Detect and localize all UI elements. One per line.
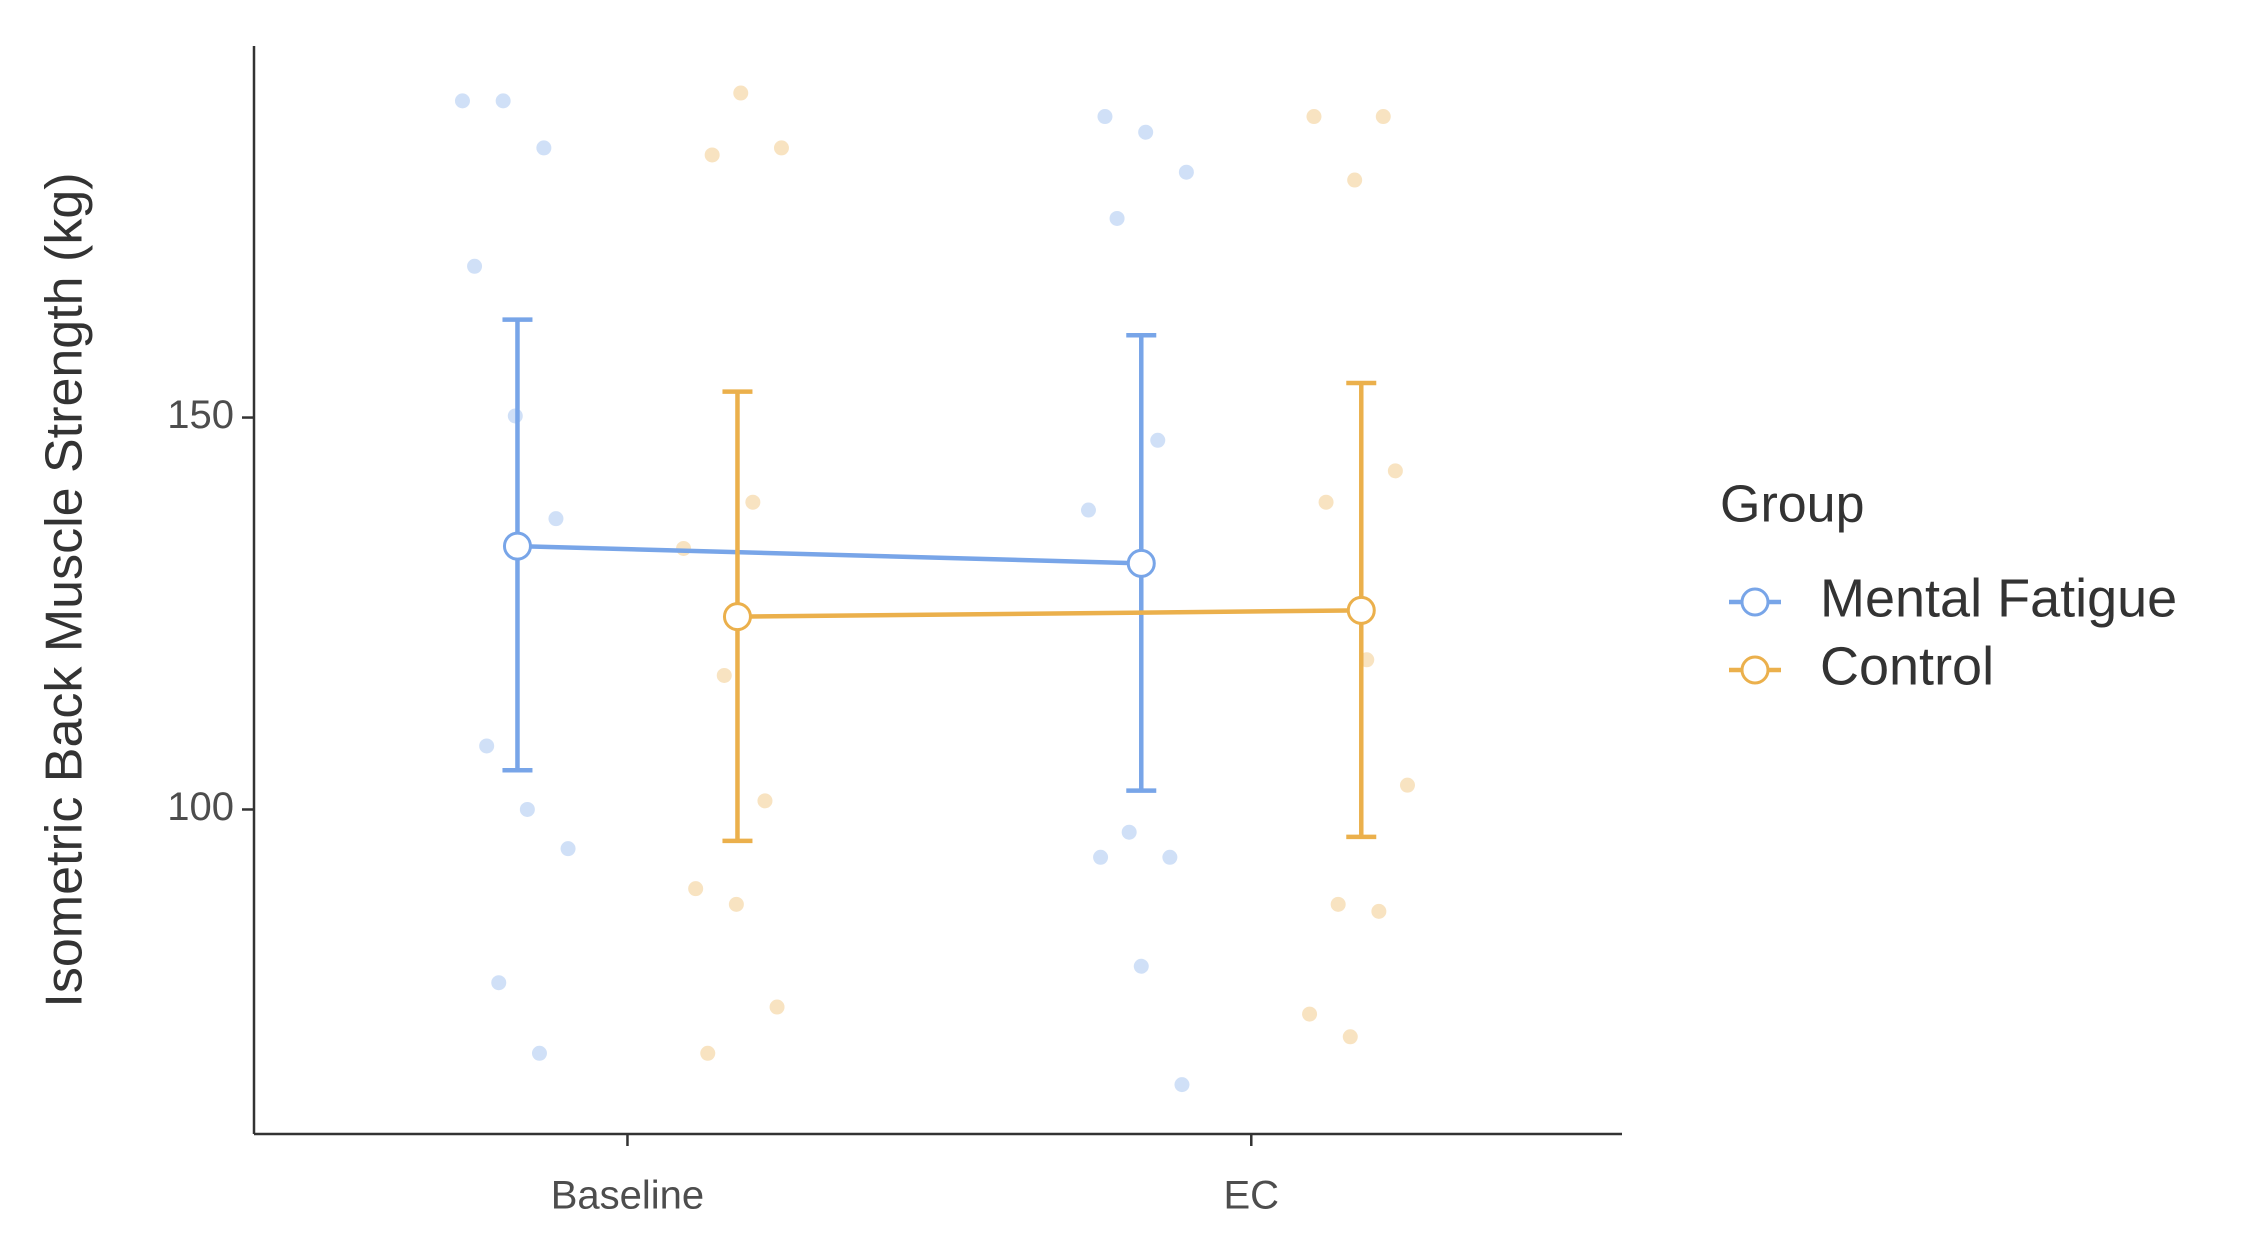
raw-point — [1093, 849, 1109, 865]
y-tick-label: 100 — [167, 785, 234, 829]
legend-label: Control — [1820, 636, 1994, 696]
raw-point — [769, 999, 785, 1015]
raw-point — [745, 494, 761, 510]
legend-key-point — [1740, 587, 1770, 617]
raw-point — [491, 975, 507, 991]
raw-point — [1342, 1029, 1358, 1045]
raw-point — [1306, 109, 1322, 125]
raw-point — [519, 801, 535, 817]
raw-point — [773, 140, 789, 156]
raw-point — [1097, 109, 1113, 125]
raw-point — [1162, 849, 1178, 865]
y-axis-label: Isometric Back Muscle Strength (kg) — [36, 172, 94, 1007]
legend-label: Mental Fatigue — [1820, 568, 2177, 628]
raw-point — [1138, 124, 1154, 140]
raw-point — [1375, 109, 1391, 125]
x-tick-label: Baseline — [551, 1174, 704, 1218]
raw-point — [531, 1045, 547, 1061]
raw-point — [548, 511, 564, 527]
raw-point — [1387, 463, 1403, 479]
raw-point — [688, 881, 704, 897]
raw-point — [728, 896, 744, 912]
raw-point — [479, 738, 495, 754]
raw-point — [1080, 502, 1096, 518]
y-tick-label: 150 — [167, 393, 234, 437]
raw-point — [454, 93, 470, 109]
x-tick-label: EC — [1223, 1174, 1279, 1218]
raw-point — [495, 93, 511, 109]
raw-point — [757, 793, 773, 809]
legend-title: Group — [1720, 476, 1865, 534]
raw-point — [1109, 210, 1125, 226]
series-line — [517, 543, 1142, 566]
raw-point — [1121, 824, 1137, 840]
raw-point — [1178, 164, 1194, 180]
raw-point — [1174, 1077, 1190, 1093]
mean-point — [1126, 548, 1156, 578]
raw-point — [700, 1045, 716, 1061]
mean-point — [1346, 595, 1376, 625]
raw-point — [733, 85, 749, 101]
raw-point — [560, 841, 576, 857]
raw-point — [1133, 958, 1149, 974]
raw-point — [1371, 903, 1387, 919]
raw-point — [1347, 172, 1363, 188]
series-line — [737, 608, 1362, 619]
raw-point — [716, 667, 732, 683]
mean-point — [502, 531, 532, 561]
legend-key-point — [1740, 655, 1770, 685]
raw-point — [536, 140, 552, 156]
raw-point — [704, 147, 720, 163]
raw-point — [1302, 1006, 1318, 1022]
raw-point — [467, 258, 483, 274]
raw-point — [1330, 896, 1346, 912]
raw-point — [1399, 777, 1415, 793]
raw-point — [1318, 494, 1334, 510]
raw-point — [1150, 432, 1166, 448]
mean-point — [722, 602, 752, 632]
